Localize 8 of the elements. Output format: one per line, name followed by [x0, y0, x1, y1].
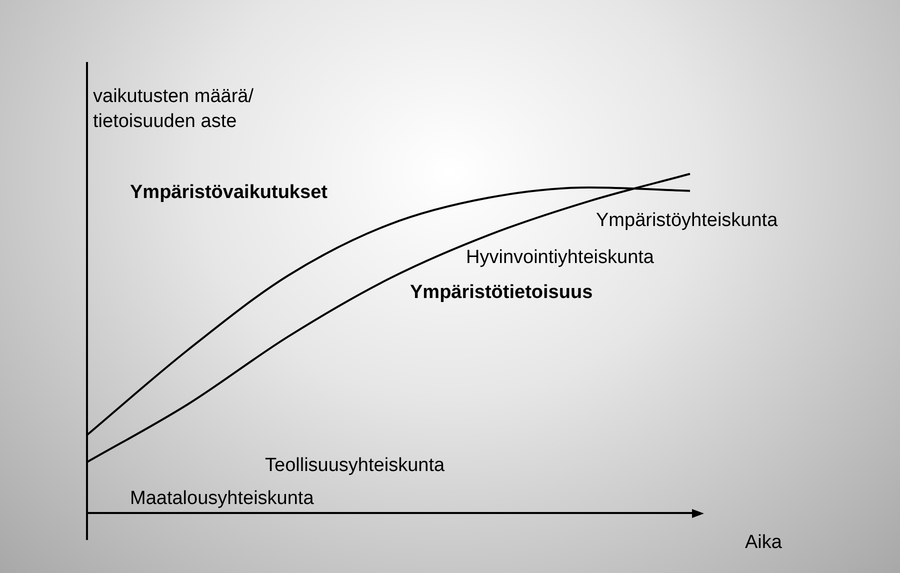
y-axis-title: vaikutusten määrä/ tietoisuuden aste	[93, 86, 254, 132]
annotation: Maatalousyhteiskunta	[130, 488, 314, 509]
annotation: Teollisuusyhteiskunta	[265, 455, 445, 476]
x-axis-title: Aika	[745, 532, 782, 553]
annotation: Hyvinvointiyhteiskunta	[466, 247, 654, 268]
series-label: Ympäristötietoisuus	[410, 282, 593, 303]
annotation: Ympäristöyhteiskunta	[596, 210, 778, 231]
text: Ympäristövaikutukset	[130, 182, 328, 203]
